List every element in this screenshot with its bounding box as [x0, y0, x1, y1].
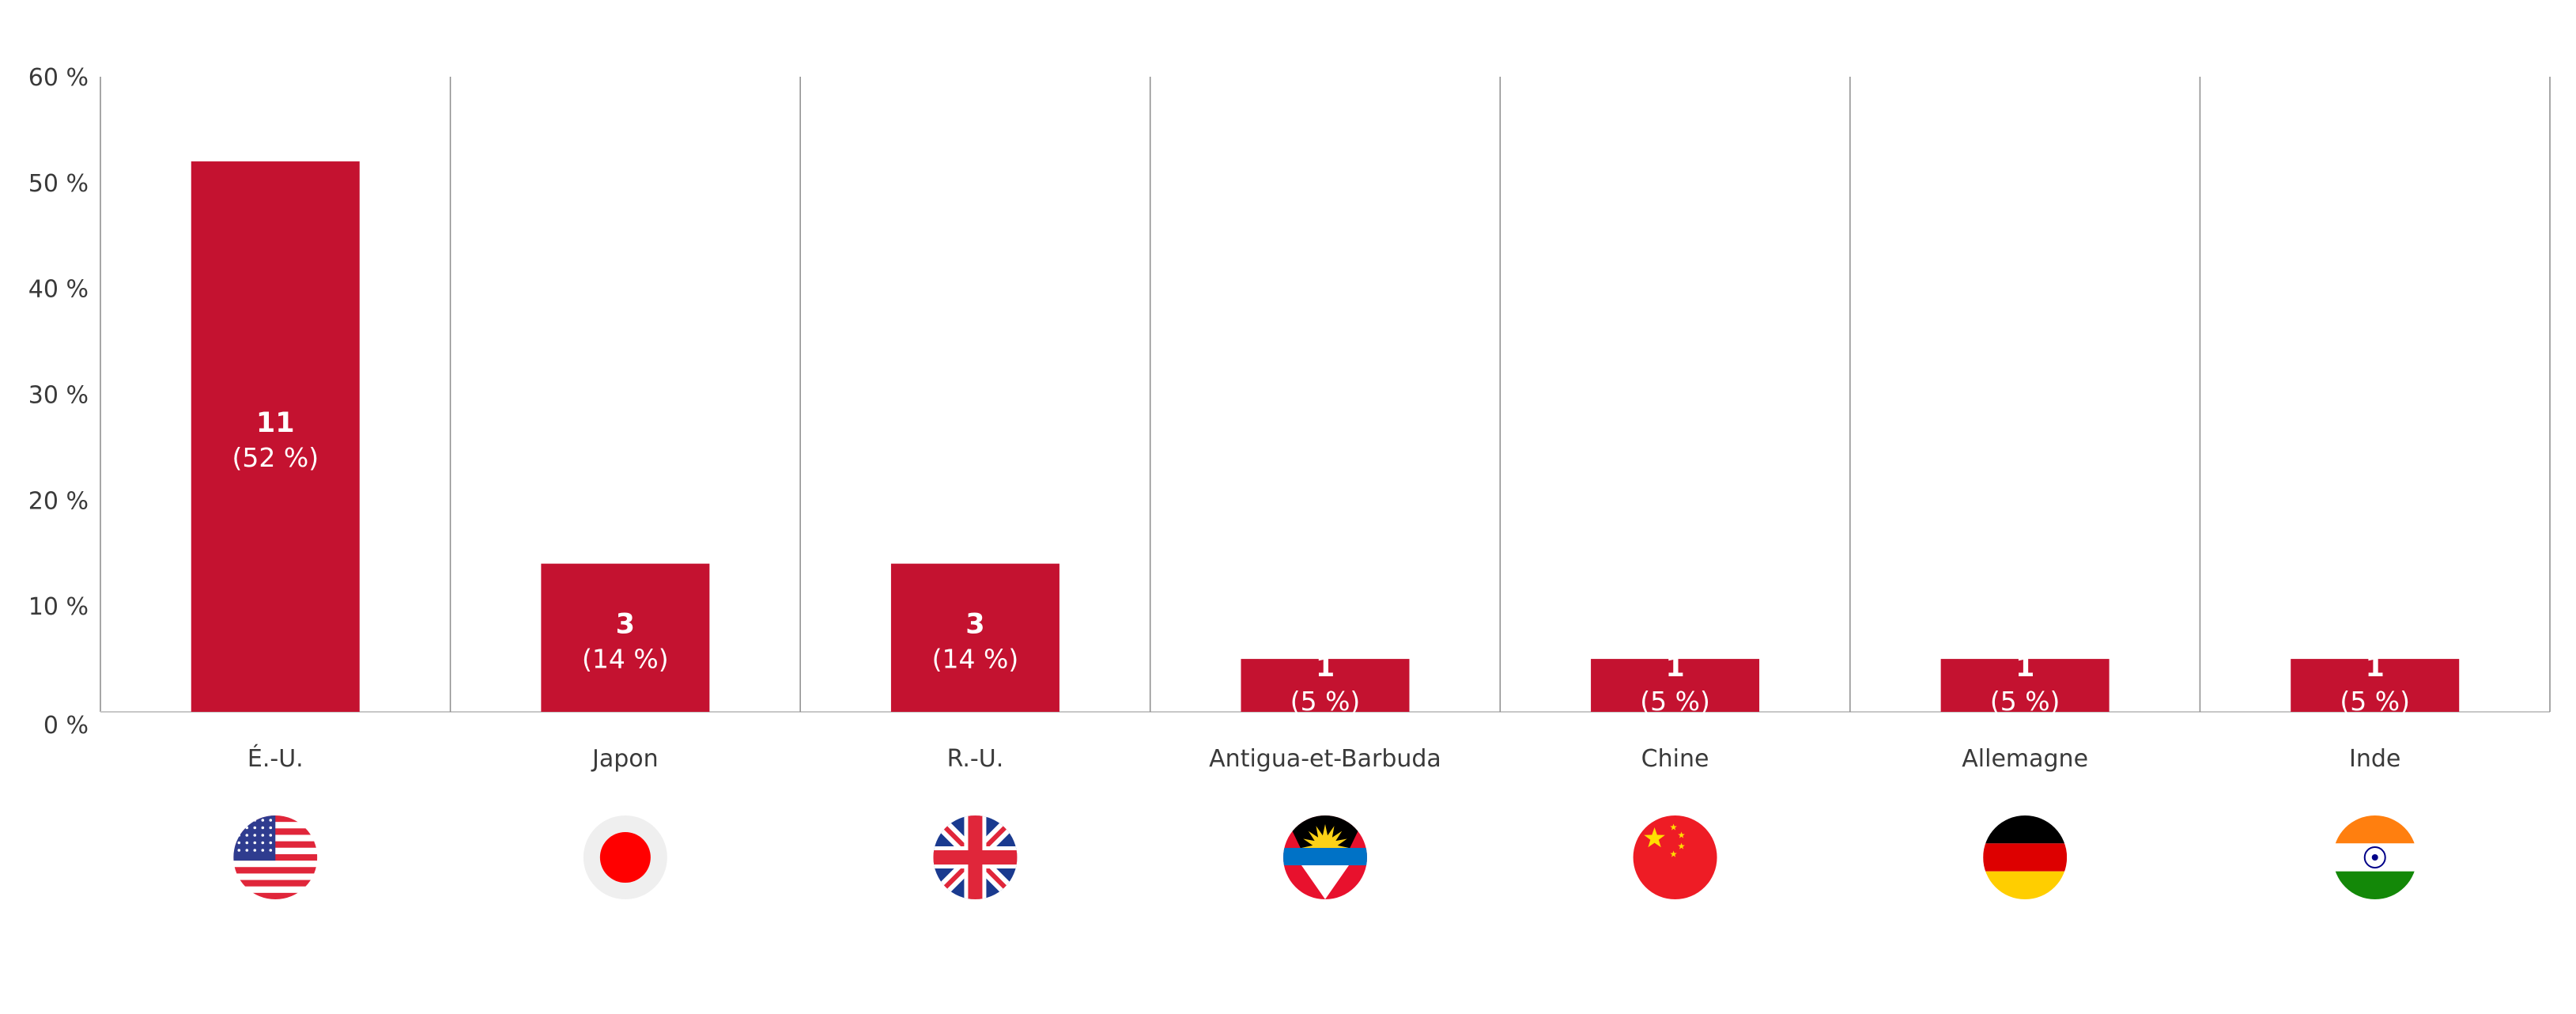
- flag-blue-band: [1283, 848, 1367, 865]
- flag-band: [2332, 815, 2417, 844]
- x-tick-label: Chine: [1641, 745, 1709, 773]
- flag-star: [245, 841, 249, 845]
- bar: [541, 563, 710, 712]
- y-tick-label: 10 %: [28, 593, 89, 621]
- flag-clip: [1283, 815, 1367, 899]
- bar: [191, 161, 360, 713]
- bar: [2291, 659, 2460, 712]
- flag-canton: [233, 815, 276, 861]
- japan-flag-icon: [583, 815, 667, 899]
- y-tick-label: 40 %: [28, 276, 89, 304]
- data-label-percent: (5 %): [1640, 686, 1710, 717]
- y-tick-label: 60 %: [28, 64, 89, 92]
- flag-band: [1983, 815, 2068, 844]
- india-flag-icon: [2332, 815, 2417, 899]
- flag-star: [253, 849, 257, 852]
- flag-star: [245, 826, 249, 830]
- data-label-percent: (5 %): [1290, 686, 1361, 717]
- data-label-count: 1: [2366, 652, 2385, 683]
- data-label-percent: (52 %): [232, 442, 319, 473]
- flag-star: [269, 826, 273, 830]
- flag-star: [237, 834, 241, 837]
- flag-star: [253, 826, 257, 830]
- flag-star: [269, 841, 273, 845]
- flag-star: [253, 841, 257, 845]
- flag-star: [237, 849, 241, 852]
- data-label-percent: (5 %): [2340, 686, 2410, 717]
- flag-star: [245, 819, 249, 822]
- flags: [233, 815, 2417, 899]
- bar: [1241, 659, 1410, 712]
- bar: [890, 563, 1059, 712]
- flag-star: [245, 834, 249, 837]
- flag-clip: [1983, 815, 2068, 899]
- flag-field: [1633, 815, 1717, 899]
- flag-stripe: [233, 880, 318, 887]
- data-label-percent: (14 %): [582, 643, 669, 674]
- x-tick-label: Antigua-et-Barbuda: [1209, 745, 1441, 773]
- axes: 0 % 10 % 20 % 30 % 40 % 50 % 60 %: [28, 64, 2551, 740]
- flag-white-tri: [1301, 865, 1349, 899]
- data-label-count: 3: [616, 608, 635, 640]
- flag-disc: [599, 832, 651, 883]
- flag-star: [1678, 831, 1685, 838]
- usa-flag-icon: [233, 815, 318, 899]
- flag-star: [261, 841, 265, 845]
- flag-star: [245, 849, 249, 852]
- flag-star: [237, 826, 241, 830]
- flag-chakra-hub: [2371, 854, 2378, 861]
- y-tick-label: 20 %: [28, 487, 89, 515]
- x-tick-label: Allemagne: [1962, 745, 2088, 773]
- flag-star: [1644, 827, 1665, 848]
- flag-stripe: [233, 892, 318, 899]
- flag-cross-red: [968, 815, 983, 899]
- flag-star: [261, 826, 265, 830]
- uk-flag-icon: [933, 815, 1018, 899]
- x-tick-label: É.-U.: [247, 744, 304, 773]
- data-label-count: 1: [1665, 652, 1684, 683]
- flag-star: [253, 819, 257, 822]
- flag-star: [1670, 850, 1677, 857]
- flag-star: [261, 834, 265, 837]
- flag-star: [253, 834, 257, 837]
- flag-sun: [1301, 824, 1349, 848]
- flag-clip: [933, 815, 1018, 899]
- antigua-barbuda-flag-icon: [1283, 815, 1367, 899]
- bars: [191, 161, 2460, 713]
- flag-clip: [233, 815, 318, 899]
- bar: [1940, 659, 2110, 712]
- flag-star: [1670, 823, 1677, 830]
- flag-star: [261, 819, 265, 822]
- y-tick-label: 30 %: [28, 382, 89, 410]
- flag-star: [237, 841, 241, 845]
- data-label-percent: (5 %): [1990, 686, 2060, 717]
- x-tick-label: Inde: [2349, 745, 2400, 773]
- data-label-count: 11: [256, 407, 295, 439]
- flag-band: [2332, 871, 2417, 899]
- flag-star: [269, 849, 273, 852]
- flag-star: [237, 819, 241, 822]
- data-label-percent: (14 %): [932, 643, 1019, 674]
- bar: [1591, 659, 1760, 712]
- y-tick-label: 50 %: [28, 170, 89, 198]
- flag-star: [269, 834, 273, 837]
- data-label-count: 1: [2015, 652, 2034, 683]
- data-label-count: 1: [1316, 652, 1335, 683]
- flag-star: [269, 819, 273, 822]
- germany-flag-icon: [1983, 815, 2068, 899]
- flag-stripe: [233, 867, 318, 874]
- data-label-count: 3: [965, 608, 984, 640]
- x-tick-label: Japon: [591, 745, 659, 773]
- flag-chakra: [2363, 846, 2386, 868]
- y-tick-label: 0 %: [43, 712, 89, 740]
- flag-star: [261, 849, 265, 852]
- china-flag-icon: [1633, 815, 1717, 899]
- flag-clip: [2332, 815, 2417, 899]
- x-tick-label: R.-U.: [947, 745, 1004, 773]
- flag-star: [1678, 842, 1685, 849]
- flag-band: [1983, 871, 2068, 899]
- flag-band: [1983, 843, 2068, 872]
